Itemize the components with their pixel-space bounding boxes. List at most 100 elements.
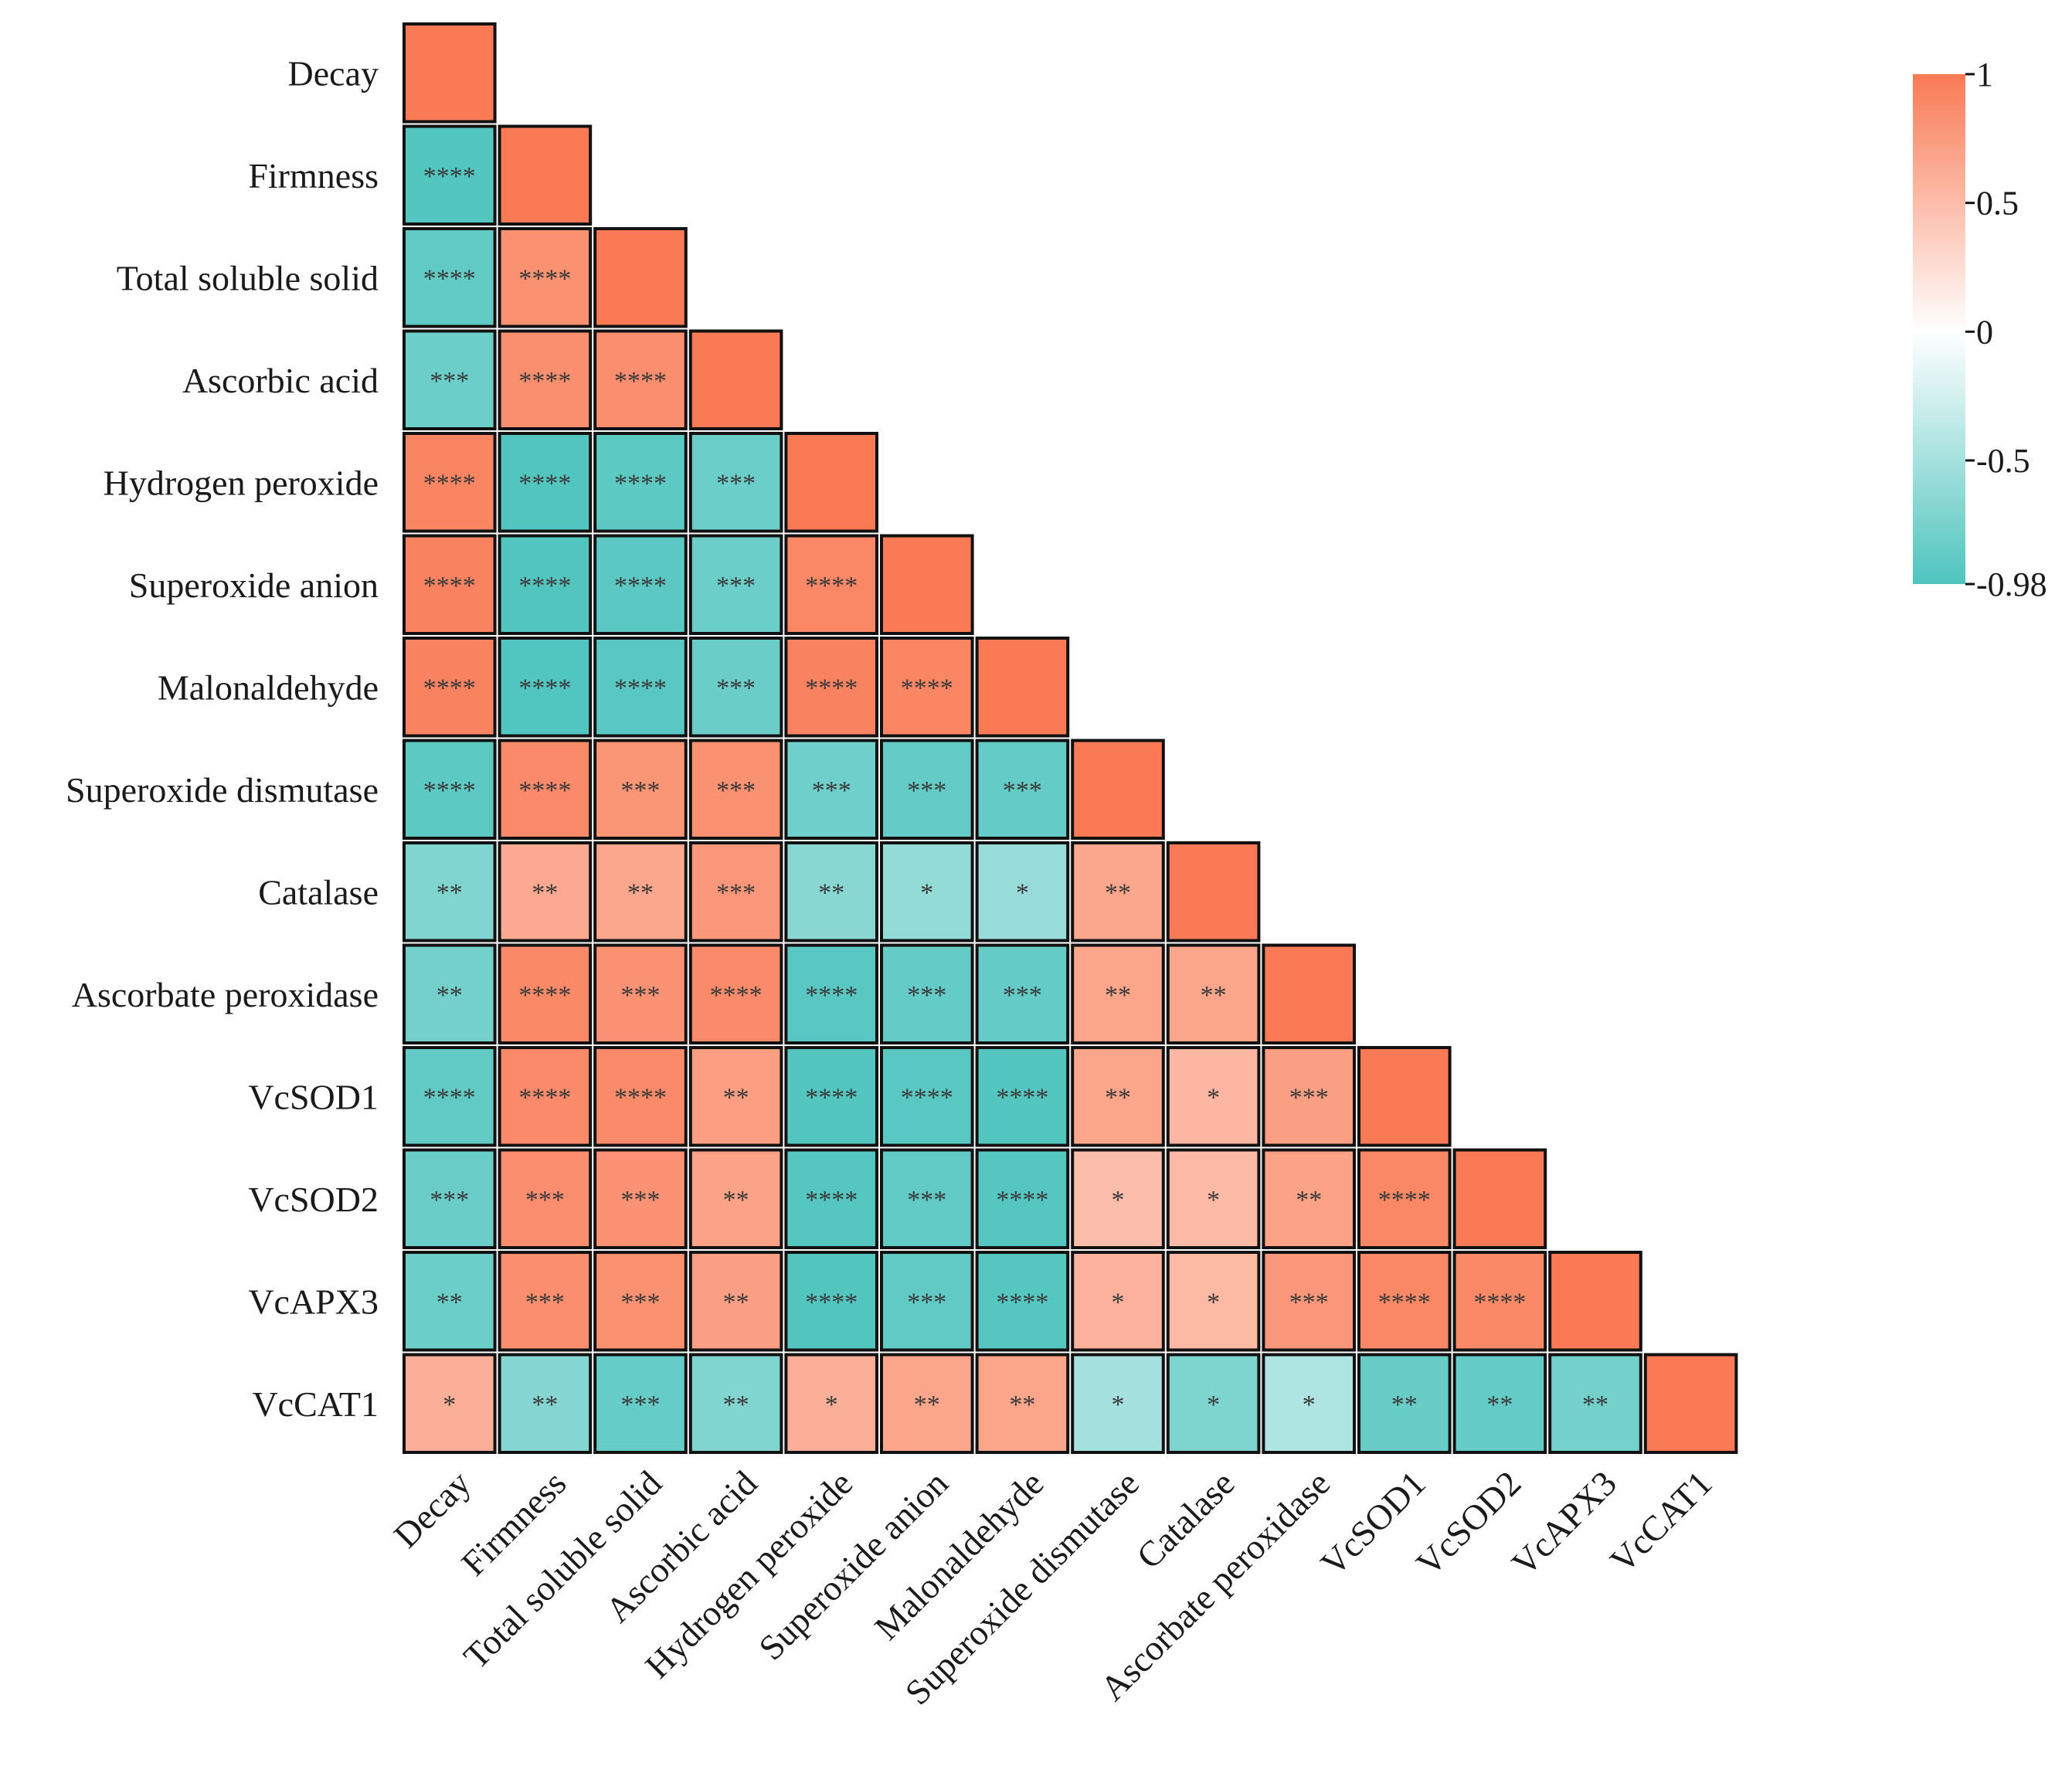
colorbar-gradient: [1913, 74, 1965, 584]
significance-8-5: *: [920, 878, 933, 907]
significance-12-7: *: [1112, 1288, 1125, 1316]
column-label-10: VcSOD1: [1313, 1463, 1433, 1583]
significance-7-4: ***: [812, 776, 851, 805]
colorbar-tick-label-1: 0.5: [1976, 185, 2019, 222]
cell-11-1: [498, 1148, 593, 1249]
significance-11-5: ***: [907, 1186, 946, 1214]
cell-10-4: [784, 1046, 879, 1147]
cell-4-2: [593, 432, 688, 533]
cell-12-12: [1548, 1251, 1642, 1352]
cell-11-6: [975, 1148, 1070, 1249]
significance-8-2: **: [627, 878, 654, 907]
row-label-6: Malonaldehyde: [158, 667, 379, 707]
significance-13-7: *: [1112, 1391, 1125, 1419]
significance-2-0: ****: [423, 264, 476, 293]
cell-6-5: [880, 637, 974, 738]
significance-12-9: ***: [1289, 1288, 1329, 1316]
cell-5-3: [688, 534, 783, 635]
significance-13-10: **: [1391, 1391, 1418, 1419]
cell-8-3: [688, 841, 783, 943]
cell-5-2: [593, 534, 688, 635]
significance-9-0: **: [436, 981, 463, 1010]
significance-8-4: **: [818, 878, 844, 907]
significance-10-1: ****: [518, 1083, 571, 1112]
significance-6-5: ****: [901, 674, 953, 702]
cell-13-8: [1166, 1353, 1261, 1454]
significance-10-4: ****: [805, 1083, 858, 1112]
row-label-3: Ascorbic acid: [182, 361, 379, 400]
significance-12-3: **: [723, 1288, 749, 1316]
significance-7-0: ****: [423, 776, 476, 805]
cell-6-3: [688, 637, 783, 738]
cell-13-4: [784, 1353, 879, 1454]
cell-10-2: [593, 1046, 688, 1147]
cell-13-11: [1452, 1353, 1547, 1454]
cell-13-7: [1071, 1353, 1165, 1454]
significance-11-7: *: [1112, 1186, 1125, 1214]
cell-11-9: [1262, 1148, 1357, 1249]
significance-9-3: ****: [710, 981, 763, 1010]
significance-10-6: ****: [996, 1083, 1048, 1112]
cell-13-5: [880, 1353, 974, 1454]
cell-11-3: [688, 1148, 783, 1249]
significance-12-1: ***: [525, 1288, 565, 1316]
cell-7-4: [784, 739, 879, 840]
cell-8-5: [880, 841, 974, 943]
cell-13-9: [1262, 1353, 1357, 1454]
cell-11-2: [593, 1148, 688, 1249]
cell-9-8: [1166, 943, 1261, 1044]
significance-11-3: **: [723, 1186, 749, 1214]
cell-12-3: [688, 1251, 783, 1352]
cell-12-11: [1452, 1251, 1547, 1352]
cell-9-5: [880, 943, 974, 1044]
cell-10-8: [1166, 1046, 1261, 1147]
significance-5-2: ****: [614, 572, 667, 600]
significance-4-1: ****: [518, 469, 571, 498]
cell-12-10: [1357, 1251, 1452, 1352]
cell-6-4: [784, 637, 879, 738]
column-label-6: Malonaldehyde: [867, 1463, 1051, 1647]
cell-11-8: [1166, 1148, 1261, 1249]
cell-8-6: [975, 841, 1070, 943]
cell-12-2: [593, 1251, 688, 1352]
cell-12-8: [1166, 1251, 1261, 1352]
significance-10-7: **: [1105, 1083, 1131, 1112]
cell-8-8: [1166, 841, 1261, 943]
cell-10-5: [880, 1046, 974, 1147]
significance-3-2: ****: [614, 367, 667, 396]
cell-12-9: [1262, 1251, 1357, 1352]
significance-11-4: ****: [805, 1186, 858, 1214]
significance-12-4: ****: [805, 1288, 858, 1316]
significance-13-0: *: [443, 1391, 456, 1419]
cell-9-7: [1071, 943, 1165, 1044]
significance-6-1: ****: [518, 674, 571, 702]
colorbar-tick-label-2: 0: [1976, 313, 1993, 351]
cell-9-9: [1262, 943, 1357, 1044]
significance-4-0: ****: [423, 469, 476, 498]
significance-6-0: ****: [423, 674, 476, 702]
cell-3-2: [593, 329, 688, 430]
significance-11-10: ****: [1378, 1186, 1431, 1214]
cell-10-9: [1262, 1046, 1357, 1147]
row-labels: Decay Firmness Total soluble solid Ascorbic…: [66, 53, 379, 1424]
significance-7-3: ***: [716, 776, 756, 805]
significance-4-3: ***: [716, 469, 756, 498]
cell-12-1: [498, 1251, 593, 1352]
cell-10-0: [403, 1046, 497, 1147]
cell-4-1: [498, 432, 593, 533]
significance-7-6: ***: [1003, 776, 1042, 805]
significance-5-1: ****: [518, 572, 571, 600]
cell-7-2: [593, 739, 688, 840]
significance-12-5: ***: [907, 1288, 946, 1316]
cell-10-1: [498, 1046, 593, 1147]
cell-7-5: [880, 739, 974, 840]
cell-2-0: [403, 227, 497, 328]
cell-5-5: [880, 534, 974, 635]
heatmap-cells: [403, 22, 1738, 1454]
cell-12-4: [784, 1251, 879, 1352]
significance-12-0: **: [436, 1288, 463, 1316]
row-label-13: VcCAT1: [252, 1384, 379, 1424]
significance-2-1: ****: [518, 264, 571, 293]
cell-7-1: [498, 739, 593, 840]
